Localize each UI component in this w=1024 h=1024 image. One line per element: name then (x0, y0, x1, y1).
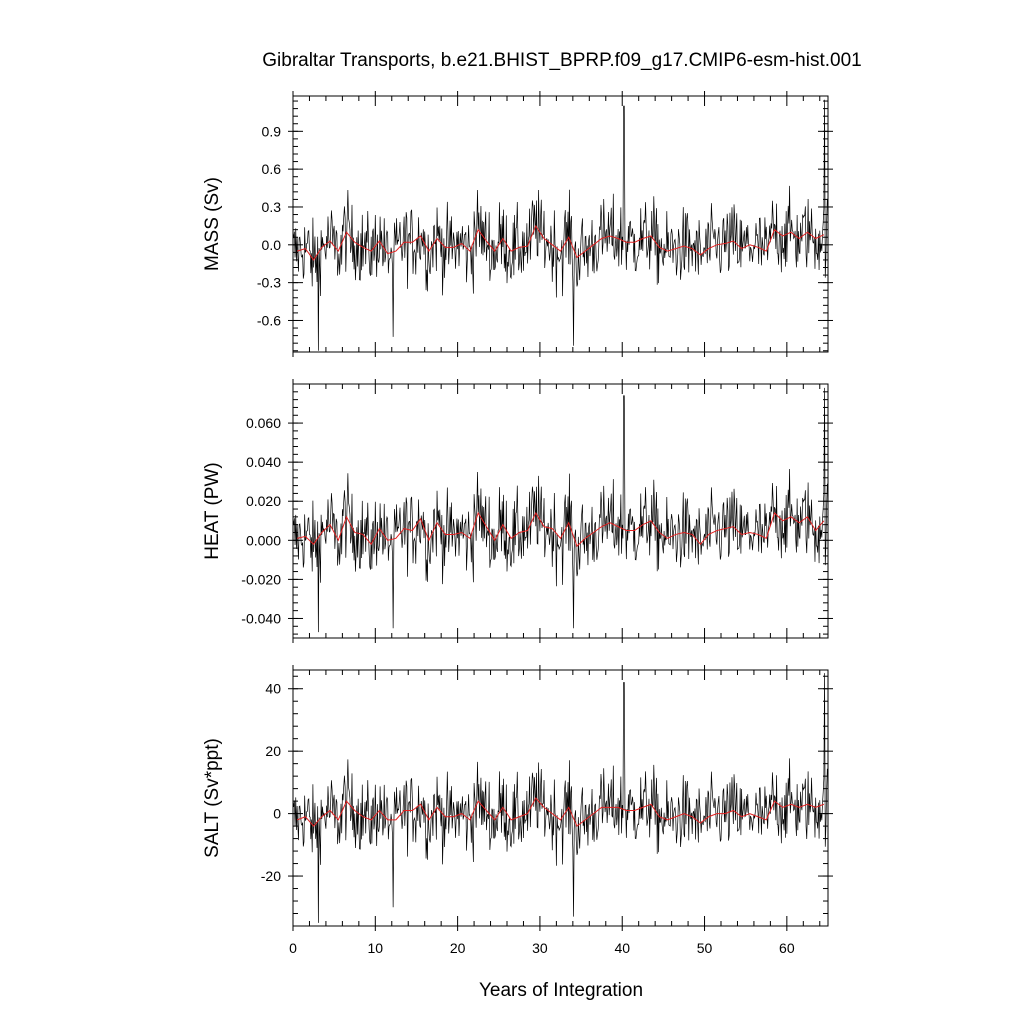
x-tick-label: 10 (368, 940, 384, 956)
chart-title: Gibraltar Transports, b.e21.BHIST_BPRP.f… (262, 50, 861, 71)
panel-frame (292, 669, 829, 927)
y-tick-label: 0.3 (262, 199, 282, 215)
y-axis-title: MASS (Sv) (202, 177, 223, 271)
y-tick-label: 0.060 (246, 415, 281, 431)
x-tick-label: 60 (779, 940, 795, 956)
x-tick-label: 40 (614, 940, 630, 956)
y-tick-label: 40 (265, 681, 281, 697)
panel-frame (292, 383, 829, 639)
panel-frame (292, 95, 829, 353)
panel-1: -0.6 -0.3 0.0 0.3 0.6 0.9 MASS (Sv) (202, 91, 833, 357)
y-tick-label: -0.020 (241, 571, 281, 587)
y-axis-title: SALT (Sv*ppt) (202, 738, 223, 858)
panel-3: -20 0 20 40 SALT (Sv*ppt) 0 10 20 30 40 50 60 (202, 665, 833, 956)
monthly-series-line (292, 673, 828, 923)
y-tick-label: 0.020 (246, 493, 281, 509)
y-tick-label: -0.3 (257, 275, 281, 291)
panel-2: -0.040 -0.020 0.000 0.020 0.040 0.060 HEAT (PW… (202, 379, 833, 643)
y-tick-label: -20 (261, 868, 281, 884)
x-axis-title: Years of Integration (479, 980, 643, 1001)
y-tick-label: 0.9 (262, 123, 282, 139)
y-tick-label: -0.6 (257, 312, 281, 328)
y-tick-label: 20 (265, 743, 281, 759)
y-tick-label: -0.040 (241, 610, 281, 626)
y-tick-label: 0.0 (262, 237, 282, 253)
annual-mean-line (296, 224, 825, 261)
y-tick-label: 0.000 (246, 532, 281, 548)
monthly-series-line (292, 99, 828, 351)
y-tick-label: 0 (273, 806, 281, 822)
y-tick-label: 0.6 (262, 161, 282, 177)
panels-layer: -0.6 -0.3 0.0 0.3 0.6 0.9 MASS (Sv) -0.040 -0.02… (202, 91, 833, 956)
y-tick-label: 0.040 (246, 454, 281, 470)
annual-mean-line (296, 797, 825, 827)
x-tick-label: 20 (450, 940, 466, 956)
x-tick-label: 30 (532, 940, 548, 956)
x-tick-label: 50 (697, 940, 713, 956)
y-axis-title: HEAT (PW) (202, 462, 223, 559)
annual-mean-line (297, 511, 825, 548)
monthly-series-line (292, 387, 828, 633)
x-tick-label: 0 (289, 940, 297, 956)
